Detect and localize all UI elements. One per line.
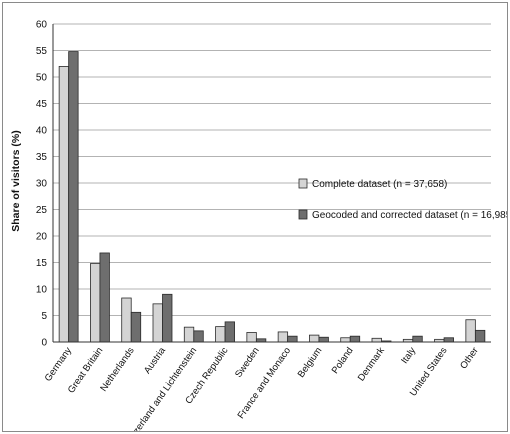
category-label: Italy	[399, 345, 418, 366]
y-tick-label: 50	[36, 73, 48, 84]
y-axis-label: Share of visitors (%)	[10, 130, 22, 232]
bar	[224, 321, 235, 343]
bar	[474, 329, 486, 343]
y-tick-label: 30	[36, 179, 48, 190]
bar	[58, 66, 70, 343]
bar	[277, 331, 289, 343]
bar	[443, 337, 454, 343]
legend: Complete dataset (n = 37,658) Geocoded an…	[298, 178, 507, 221]
y-tick-label: 60	[36, 20, 48, 31]
y-tick-label: 40	[36, 126, 48, 137]
y-tick-label: 5	[41, 311, 47, 322]
category-label: Sweden	[233, 345, 262, 379]
legend-swatch	[298, 209, 308, 220]
y-tick-label: 0	[41, 338, 47, 349]
y-tick-label: 55	[36, 46, 48, 57]
category-label: Belgium	[296, 345, 325, 379]
bar	[215, 326, 226, 343]
legend-label: Complete dataset (n = 37,658)	[312, 179, 447, 190]
bar	[121, 297, 132, 343]
y-tick-label: 45	[36, 99, 48, 110]
bars	[58, 51, 486, 343]
bar	[90, 263, 101, 343]
y-tick-label: 35	[36, 152, 48, 163]
bar	[162, 293, 173, 343]
y-tick-label: 10	[36, 285, 48, 296]
y-tick-labels: 0 5 10 15 20 25 30 35 40 45 50 55 60	[36, 20, 48, 349]
category-label: Germany	[43, 345, 75, 384]
bar	[340, 337, 351, 343]
legend-swatch	[298, 178, 308, 189]
y-tick-label: 15	[36, 258, 48, 269]
bar	[349, 335, 361, 343]
bar	[318, 336, 329, 343]
category-label: Other	[458, 345, 481, 371]
bar	[193, 330, 204, 343]
y-tick-label: 20	[36, 232, 48, 243]
bar	[68, 51, 79, 343]
category-label: Austria	[142, 345, 168, 376]
category-label: Poland	[330, 345, 356, 376]
grid-lines	[53, 23, 491, 316]
bar	[309, 334, 320, 343]
bar	[287, 335, 298, 343]
bar	[152, 303, 163, 343]
bar	[371, 337, 382, 343]
category-label: Denmark	[356, 345, 387, 383]
bar	[246, 332, 257, 343]
bar	[412, 335, 423, 343]
bar	[465, 319, 476, 343]
bar	[130, 311, 142, 343]
legend-label: Geocoded and corrected dataset (n = 16,9…	[312, 210, 507, 221]
axes	[52, 24, 491, 343]
y-tick-label: 25	[36, 205, 48, 216]
bar	[183, 326, 195, 343]
bar	[99, 252, 110, 343]
